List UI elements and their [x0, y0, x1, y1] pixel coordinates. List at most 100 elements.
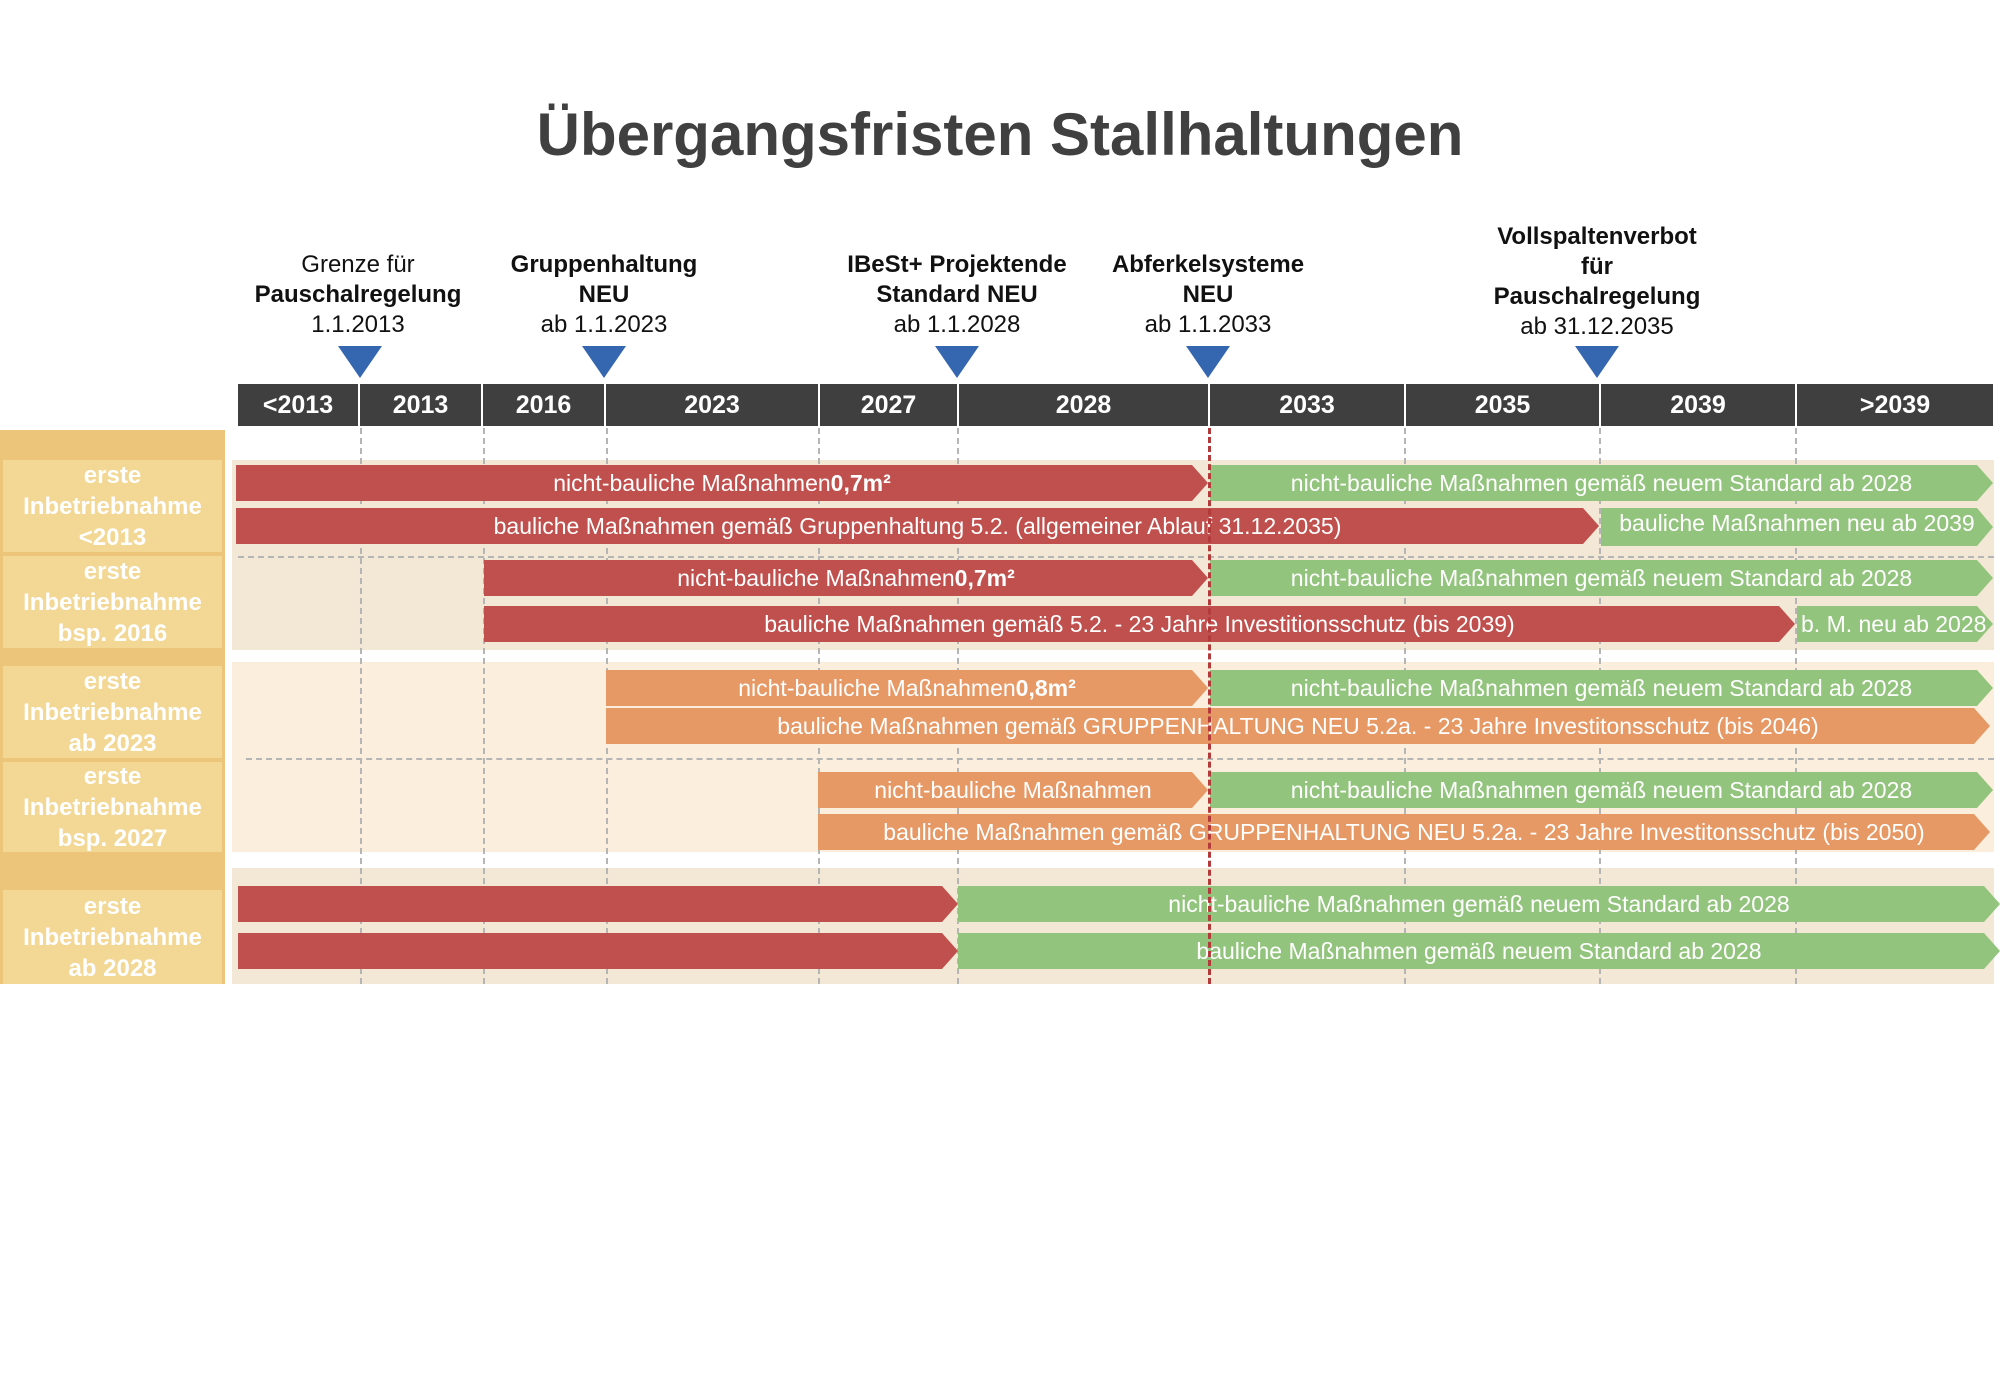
row-label-line: erste	[83, 762, 142, 790]
milestone-label: Gruppenhaltung NEU ab 1.1.2023	[454, 250, 754, 340]
bar-label: bauliche Maßnahmen gemäß GRUPPENHALTUNG …	[883, 818, 1925, 845]
timeline-year-cell: 2039	[1599, 384, 1795, 426]
milestone-line: Pauschalregelung	[1493, 283, 1701, 310]
row-label-line: bsp. 2027	[57, 824, 168, 852]
timeline-bar-red: bauliche Maßnahmen gemäß 5.2. - 23 Jahre…	[484, 606, 1795, 642]
row-label: erste Inbetriebnahme ab 2028	[3, 890, 222, 984]
timeline-bar-green: b. M. neu ab 2028	[1797, 606, 1993, 642]
bar-label-emphasis: 0,7m²	[954, 564, 1015, 591]
timeline-year-cell: <2013	[236, 384, 358, 426]
timeline-bar-green: nicht-bauliche Maßnahmen gemäß neuem Sta…	[1210, 465, 1993, 501]
row-label-text: erste Inbetriebnahme bsp. 2016	[23, 556, 202, 649]
gridline	[1795, 428, 1797, 984]
bar-label-emphasis: 0,8m²	[1015, 674, 1076, 701]
triangle-down-icon	[582, 346, 626, 378]
gridline	[360, 428, 362, 984]
milestone-line: Pauschalregelung	[254, 281, 462, 308]
triangle-down-icon	[338, 346, 382, 378]
row-label: erste Inbetriebnahme bsp. 2027	[3, 762, 222, 852]
timeline-bar-orange: nicht-bauliche Maßnahmen	[818, 772, 1208, 808]
timeline-year-cell: 2016	[481, 384, 604, 426]
timeline-bar-red	[238, 886, 958, 922]
milestone-label: IBeSt+ Projektende Standard NEU ab 1.1.202…	[807, 250, 1107, 340]
row-separator	[246, 758, 1994, 760]
triangle-down-icon	[935, 346, 979, 378]
milestone-line: Gruppenhaltung	[510, 251, 698, 278]
row-label-line: ab 2023	[68, 729, 157, 757]
bar-label: nicht-bauliche Maßnahmen	[874, 776, 1152, 803]
milestone-line: Standard NEU	[876, 281, 1038, 308]
row-label-text: erste Inbetriebnahme ab 2023	[23, 666, 202, 759]
milestone-line: IBeSt+ Projektende	[847, 251, 1067, 278]
bar-label: nicht-bauliche Maßnahmen	[738, 674, 1016, 701]
milestone-line: Grenze für	[301, 251, 415, 278]
row-label-line: Inbetriebnahme	[23, 793, 202, 821]
bar-label: nicht-bauliche Maßnahmen gemäß neuem Sta…	[1290, 469, 1913, 496]
bar-label: bauliche Maßnahmen gemäß GRUPPENHALTUNG …	[777, 712, 1819, 739]
timeline-bar-green: bauliche Maßnahmen gemäß neuem Standard …	[958, 933, 2000, 969]
row-label-text: erste Inbetriebnahme bsp. 2027	[23, 761, 202, 854]
timeline-bar-green: bauliche Maßnahmen neu ab 2039	[1601, 508, 1993, 546]
bar-label: nicht-bauliche Maßnahmen gemäß neuem Sta…	[1290, 674, 1913, 701]
timeline-bar-green: nicht-bauliche Maßnahmen gemäß neuem Sta…	[1210, 670, 1993, 706]
milestone-line: ab 1.1.2028	[893, 311, 1021, 338]
gridline	[957, 428, 959, 984]
milestone-line: NEU	[1182, 281, 1234, 308]
timeline-bar-orange: bauliche Maßnahmen gemäß GRUPPENHALTUNG …	[818, 814, 1990, 850]
row-label-line: Inbetriebnahme	[23, 588, 202, 616]
timeline-bar-green: nicht-bauliche Maßnahmen gemäß neuem Sta…	[1210, 772, 1993, 808]
row-label: erste Inbetriebnahme bsp. 2016	[3, 556, 222, 648]
row-label: erste Inbetriebnahme <2013	[3, 460, 222, 552]
milestone-label: Abferkelsysteme NEU ab 1.1.2033	[1058, 250, 1358, 340]
row-label-text: erste Inbetriebnahme <2013	[23, 460, 202, 553]
row-label-line: Inbetriebnahme	[23, 698, 202, 726]
timeline-bar-red: nicht-bauliche Maßnahmen 0,7m²	[484, 560, 1208, 596]
milestone-line: NEU	[578, 281, 630, 308]
timeline-bar-green: nicht-bauliche Maßnahmen gemäß neuem Sta…	[1210, 560, 1993, 596]
bar-label: nicht-bauliche Maßnahmen gemäß neuem Sta…	[1168, 890, 1790, 917]
row-label: erste Inbetriebnahme ab 2023	[3, 666, 222, 758]
reference-line	[1208, 428, 1211, 984]
milestone-line: für	[1581, 253, 1613, 280]
milestone-line: Vollspaltenverbot	[1497, 223, 1697, 250]
page-title: Übergangsfristen Stallhaltungen	[536, 101, 1464, 168]
timeline-bar-red: nicht-bauliche Maßnahmen 0,7m²	[236, 465, 1208, 501]
bar-label-emphasis: 0,7m²	[830, 469, 891, 496]
timeline-year-cell: 2028	[957, 384, 1208, 426]
milestone-line: 1.1.2013	[311, 311, 405, 338]
milestone-line: ab 1.1.2023	[540, 311, 668, 338]
timeline-bar-red	[238, 933, 958, 969]
timeline-year-cell: >2039	[1795, 384, 1993, 426]
row-label-line: Inbetriebnahme	[23, 923, 202, 951]
bar-label: bauliche Maßnahmen gemäß neuem Standard …	[1196, 937, 1762, 964]
bar-label: nicht-bauliche Maßnahmen gemäß neuem Sta…	[1290, 564, 1913, 591]
bar-label: bauliche Maßnahmen neu ab 2039	[1619, 510, 1975, 536]
row-separator	[238, 556, 1994, 558]
row-label-line: ab 2028	[68, 954, 157, 982]
bar-label: nicht-bauliche Maßnahmen	[553, 469, 831, 496]
row-label-line: erste	[83, 557, 142, 585]
timeline-year-cell: 2027	[818, 384, 957, 426]
milestone-line: Abferkelsysteme	[1111, 251, 1305, 278]
milestone-line: ab 1.1.2033	[1144, 311, 1272, 338]
gridline	[606, 428, 608, 984]
bar-label: nicht-bauliche Maßnahmen gemäß neuem Sta…	[1290, 776, 1913, 803]
gridline	[818, 428, 820, 984]
row-label-line: <2013	[78, 523, 147, 551]
milestone-label: Vollspaltenverbot für Pauschalregelung ab 3…	[1447, 222, 1747, 342]
timeline-bar-orange: bauliche Maßnahmen gemäß GRUPPENHALTUNG …	[606, 708, 1990, 744]
milestone-line: ab 31.12.2035	[1520, 313, 1674, 340]
row-label-line: Inbetriebnahme	[23, 492, 202, 520]
row-label-line: erste	[83, 892, 142, 920]
milestone-label: Grenze für Pauschalregelung 1.1.2013	[208, 250, 508, 340]
timeline-bar-orange: nicht-bauliche Maßnahmen 0,8m²	[606, 670, 1208, 706]
timeline-year-cell: 2013	[358, 384, 481, 426]
triangle-down-icon	[1186, 346, 1230, 378]
triangle-down-icon	[1575, 346, 1619, 378]
row-label-line: bsp. 2016	[57, 619, 168, 647]
row-label-line: erste	[83, 667, 142, 695]
timeline-year-cell: 2033	[1208, 384, 1404, 426]
bar-label: bauliche Maßnahmen gemäß 5.2. - 23 Jahre…	[764, 610, 1515, 637]
gridline	[1599, 428, 1601, 984]
